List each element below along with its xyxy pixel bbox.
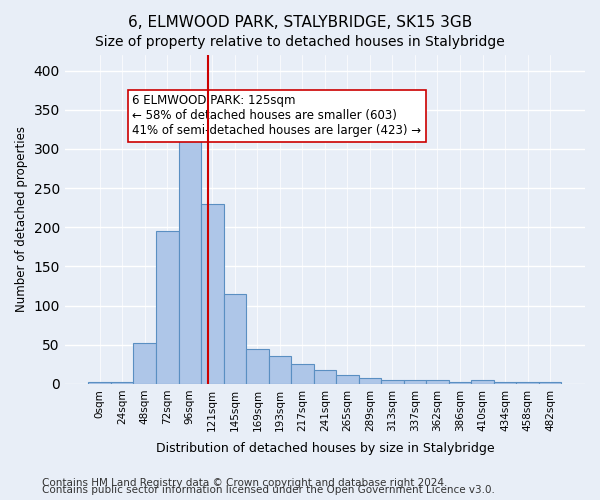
Bar — [269, 356, 291, 384]
Bar — [494, 382, 517, 384]
Bar — [471, 380, 494, 384]
Bar — [359, 378, 381, 384]
Bar — [426, 380, 449, 384]
X-axis label: Distribution of detached houses by size in Stalybridge: Distribution of detached houses by size … — [155, 442, 494, 455]
Bar — [88, 382, 111, 384]
Bar — [449, 382, 471, 384]
Bar — [156, 231, 179, 384]
Bar — [133, 343, 156, 384]
Bar — [224, 294, 246, 384]
Bar — [539, 382, 562, 384]
Bar — [314, 370, 336, 384]
Text: Contains public sector information licensed under the Open Government Licence v3: Contains public sector information licen… — [42, 485, 495, 495]
Bar — [291, 364, 314, 384]
Bar — [336, 374, 359, 384]
Bar — [179, 134, 201, 384]
Text: 6, ELMWOOD PARK, STALYBRIDGE, SK15 3GB: 6, ELMWOOD PARK, STALYBRIDGE, SK15 3GB — [128, 15, 472, 30]
Bar — [246, 348, 269, 384]
Bar — [404, 380, 426, 384]
Bar — [381, 380, 404, 384]
Text: Size of property relative to detached houses in Stalybridge: Size of property relative to detached ho… — [95, 35, 505, 49]
Y-axis label: Number of detached properties: Number of detached properties — [15, 126, 28, 312]
Bar — [201, 204, 224, 384]
Bar — [111, 382, 133, 384]
Text: 6 ELMWOOD PARK: 125sqm
← 58% of detached houses are smaller (603)
41% of semi-de: 6 ELMWOOD PARK: 125sqm ← 58% of detached… — [133, 94, 422, 138]
Text: Contains HM Land Registry data © Crown copyright and database right 2024.: Contains HM Land Registry data © Crown c… — [42, 478, 448, 488]
Bar — [517, 382, 539, 384]
